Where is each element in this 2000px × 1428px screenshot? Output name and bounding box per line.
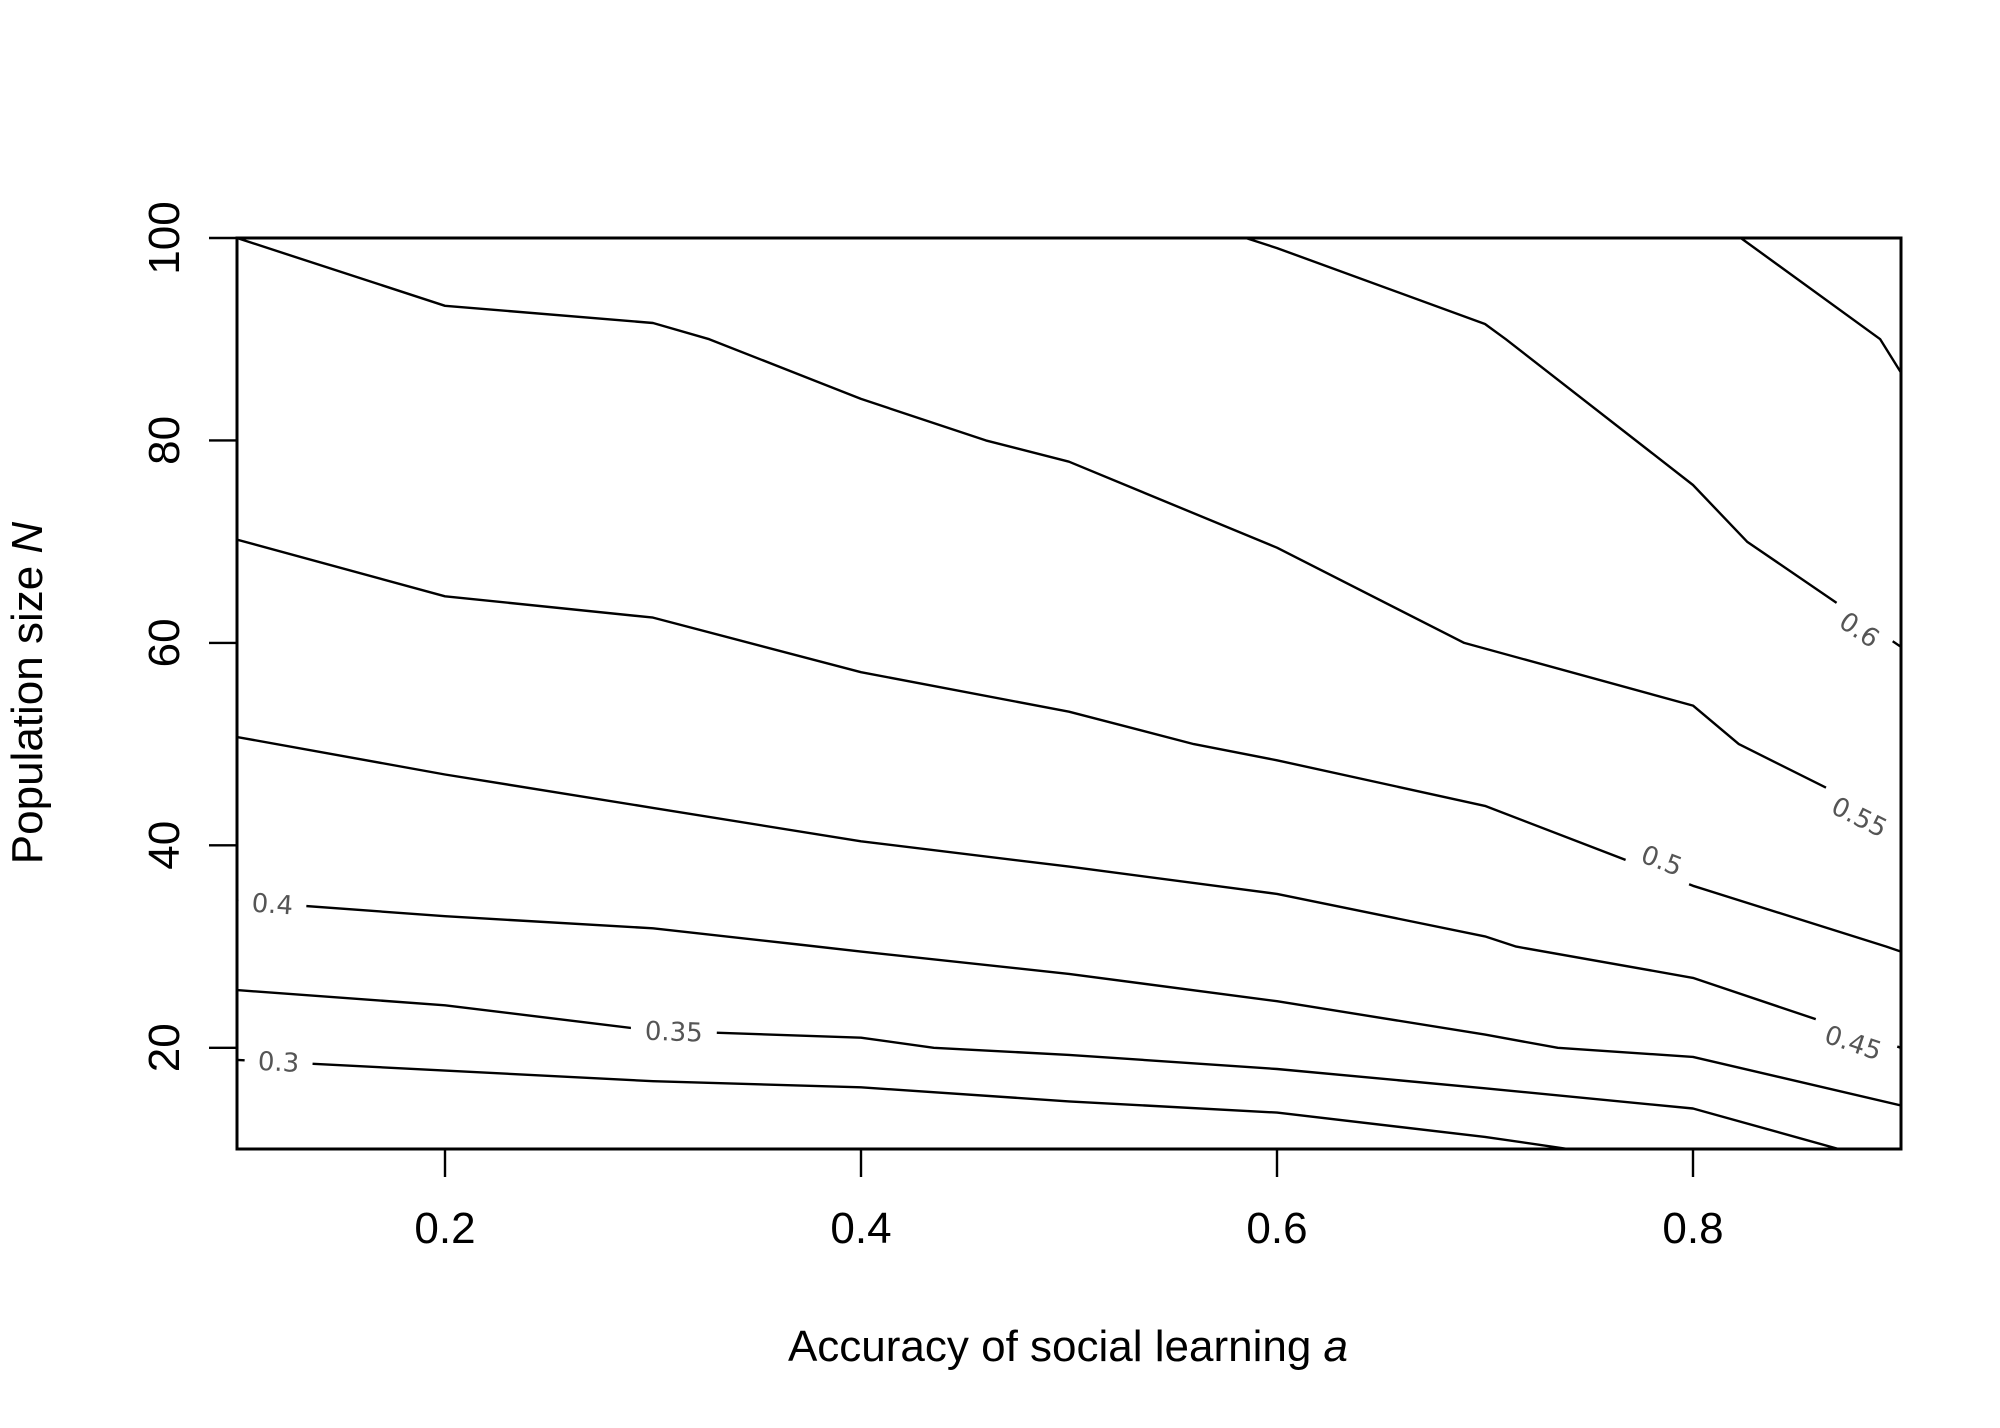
contour-line-0.3	[237, 1058, 1569, 1149]
contour-label-group: 0.6	[1821, 596, 1898, 663]
contour-lines	[237, 238, 1901, 1149]
contour-labels: 0.3 0.35 0.4 0.45 0.5 0.55 0.6	[237, 596, 1906, 1081]
contour-label-gap	[1623, 832, 1700, 889]
contour-label-gap	[243, 1043, 314, 1081]
x-tick-label: 0.2	[414, 1204, 475, 1253]
y-axis-title-var: N	[3, 522, 52, 554]
y-axis: 20 40 60 80 100	[140, 201, 237, 1072]
contour-label: 0.35	[644, 1017, 703, 1049]
x-axis-title-var: a	[1324, 1322, 1348, 1371]
x-tick-label: 0.6	[1246, 1204, 1307, 1253]
contour-line-0.5	[237, 538, 1901, 953]
contour-label-gap	[630, 1013, 718, 1051]
contour-label-gap	[1807, 1012, 1900, 1073]
contour-label-group: 0.45	[1807, 1012, 1900, 1073]
contour-label-group: 0.35	[630, 1013, 718, 1051]
contour-label-gap	[1813, 782, 1906, 852]
x-axis-title: Accuracy of social learning a	[788, 1322, 1348, 1371]
x-axis: 0.2 0.4 0.6 0.8	[414, 1149, 1724, 1253]
contour-label: 0.4	[251, 889, 294, 922]
y-tick-label: 80	[140, 416, 189, 465]
contour-label-group: 0.55	[1813, 782, 1906, 852]
contour-line-0.6	[1245, 238, 1901, 648]
contour-line-0.45	[237, 735, 1901, 1049]
x-axis-title-text: Accuracy of social learning	[788, 1322, 1311, 1371]
contour-line-0.35	[237, 988, 1839, 1149]
contour-label-group: 0.3	[243, 1043, 314, 1081]
plot-frame	[235, 236, 1903, 1151]
y-tick-label: 60	[140, 618, 189, 667]
contour-line-0.4	[237, 899, 1901, 1107]
contour-label-gap	[1821, 596, 1898, 663]
contour-label-group: 0.4	[237, 884, 308, 924]
contour-label-gap	[237, 884, 308, 924]
x-tick-label: 0.4	[830, 1204, 891, 1253]
y-axis-title-text: Population size	[3, 566, 52, 864]
y-tick-label: 40	[140, 821, 189, 870]
y-axis-title: Population size N	[3, 522, 52, 865]
contour-label: 0.3	[257, 1047, 300, 1079]
contour-line-0.55	[237, 238, 1901, 827]
y-tick-label: 20	[140, 1023, 189, 1072]
contour-label-group: 0.5	[1623, 832, 1700, 889]
x-tick-label: 0.8	[1662, 1204, 1723, 1253]
y-tick-label: 100	[140, 201, 189, 274]
contour-line-unlabeled-7	[1740, 238, 1901, 374]
